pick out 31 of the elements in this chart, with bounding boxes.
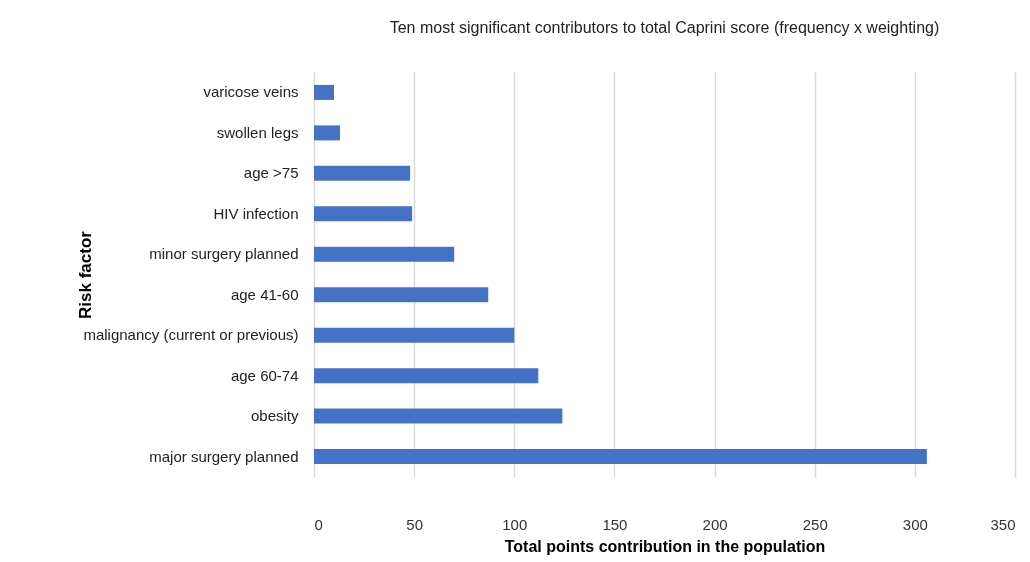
bar [314,206,413,222]
y-tick-label: major surgery planned [149,447,299,465]
bar [314,327,515,343]
chart-title: Ten most significant contributors to total Caprini score (frequency x weighting) [389,19,940,36]
y-tick-label: age >75 [243,164,299,182]
y-tick-label: varicose veins [203,83,299,101]
x-tick-label: 100 [502,515,528,533]
y-tick-label: obesity [250,407,299,425]
bar [314,449,927,465]
y-tick-label: minor surgery planned [149,245,299,263]
x-tick-label: 150 [602,515,628,533]
x-axis-title: Total points contribution in the population [504,537,826,555]
bar [314,84,335,100]
bar [314,368,539,384]
y-tick-label: HIV infection [213,204,299,222]
x-tick-label: 350 [990,515,1016,533]
bar [314,408,563,424]
x-tick-label: 300 [902,515,928,533]
y-axis-title: Risk factor [75,230,95,319]
x-tick-label: 200 [702,515,728,533]
y-tick-label: swollen legs [216,123,299,141]
bar [314,125,341,141]
y-tick-label: age 41-60 [230,285,299,303]
x-tick-label: 50 [406,515,423,533]
bar [314,165,411,181]
y-tick-label: malignancy (current or previous) [83,326,299,344]
y-tick-label: age 60-74 [230,366,299,384]
bar [314,246,455,262]
x-tick-label: 250 [802,515,828,533]
bar [314,287,489,303]
x-tick-label: 0 [314,515,323,533]
